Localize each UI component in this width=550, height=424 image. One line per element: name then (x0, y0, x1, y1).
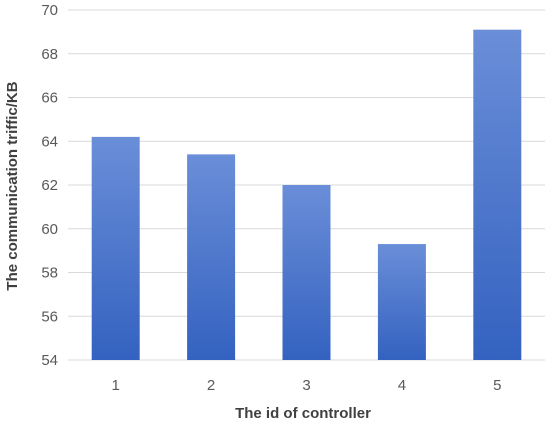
bars (91, 29, 522, 360)
x-axis-title: The id of controller (235, 405, 371, 422)
x-tick-label: 3 (302, 377, 310, 394)
y-tick-label: 58 (41, 265, 58, 282)
bar-1 (91, 136, 140, 360)
bar-3 (282, 185, 331, 360)
x-axis-ticks: 1 2 3 4 5 (112, 377, 502, 394)
x-tick-label: 4 (398, 377, 406, 394)
x-tick-label: 2 (207, 377, 215, 394)
y-axis-title: The communication triffic/KB (4, 81, 21, 290)
y-tick-label: 60 (41, 221, 58, 238)
y-tick-label: 62 (41, 177, 58, 194)
y-tick-label: 70 (41, 2, 58, 19)
y-axis-ticks: 54 56 58 60 62 64 66 68 70 (41, 2, 58, 369)
y-tick-label: 54 (41, 352, 58, 369)
y-tick-label: 66 (41, 90, 58, 107)
bar-2 (187, 154, 236, 360)
bar-5 (473, 29, 522, 360)
x-tick-label: 5 (493, 377, 501, 394)
y-tick-label: 64 (41, 133, 58, 150)
x-tick-label: 1 (112, 377, 120, 394)
bar-4 (377, 244, 426, 360)
y-tick-label: 68 (41, 46, 58, 63)
y-tick-label: 56 (41, 308, 58, 325)
